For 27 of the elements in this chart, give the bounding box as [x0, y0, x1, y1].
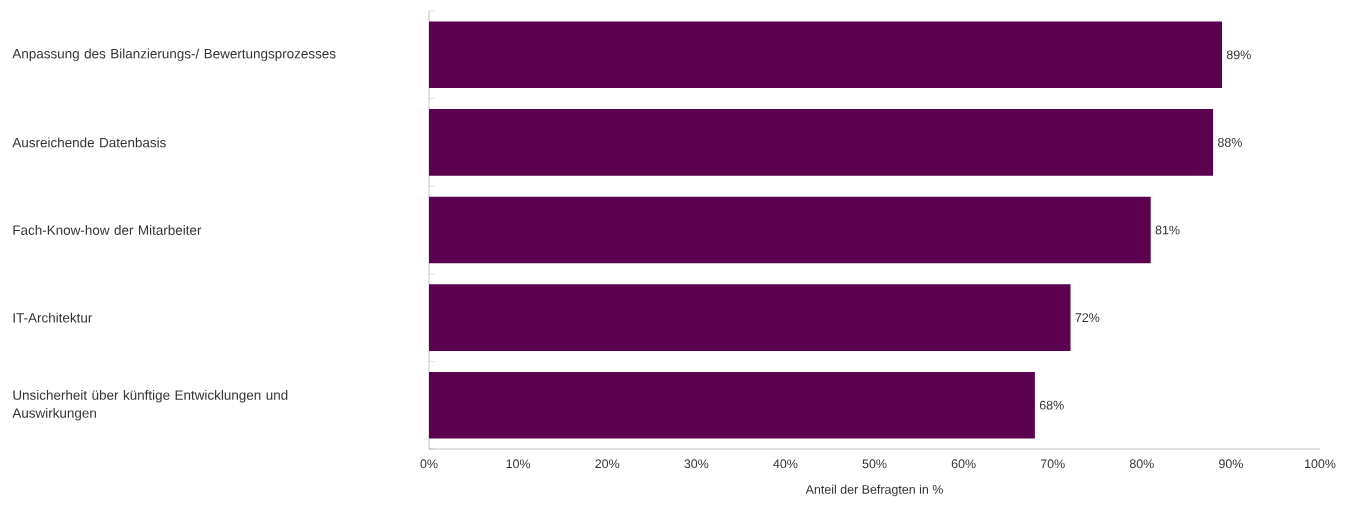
bar — [429, 284, 1071, 351]
y-tick-label: IT-Architektur — [13, 312, 93, 323]
x-tick-label: 10% — [506, 459, 531, 469]
x-tick-label: 60% — [951, 459, 976, 469]
y-tick-label: Ausreichende Datenbasis — [12, 137, 166, 148]
x-tick-label: 100% — [1305, 459, 1336, 469]
x-tick-label: 70% — [1040, 459, 1065, 469]
data-label: 89% — [1226, 50, 1251, 60]
bar — [429, 21, 1222, 89]
data-label: 68% — [1039, 400, 1064, 410]
bar — [429, 371, 1035, 439]
y-tick-label: Unsicherheit über künftige Entwicklungen und Auswirkungen — [12, 389, 288, 421]
x-tick-label: 80% — [1129, 459, 1154, 469]
y-tick-label: Fach-Know-how der Mitarbeiter — [13, 225, 202, 235]
data-label: 72% — [1075, 313, 1100, 322]
bar — [429, 109, 1214, 176]
data-label: 88% — [1217, 138, 1242, 147]
bar — [429, 196, 1151, 264]
x-tick-label: 30% — [684, 459, 709, 469]
x-tick-label: 20% — [595, 459, 620, 469]
y-tick-label: Anpassung des Bilanzierungs-/ Bewertungsprozesses — [12, 48, 336, 62]
x-tick-label: 90% — [1219, 459, 1243, 469]
data-label: 81% — [1155, 225, 1180, 235]
x-tick-label: 50% — [862, 459, 887, 469]
x-tick-label: 40% — [773, 459, 798, 469]
x-axis-title: Anteil der Befragten in % — [805, 484, 943, 497]
x-tick-label: 0% — [420, 459, 438, 469]
